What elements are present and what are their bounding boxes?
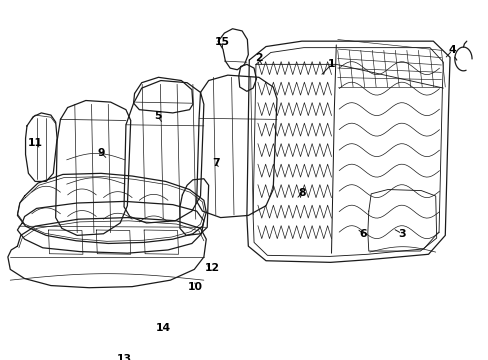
Text: 13: 13 — [116, 354, 131, 360]
Text: 3: 3 — [398, 229, 405, 239]
Text: 14: 14 — [155, 323, 170, 333]
Text: 15: 15 — [215, 37, 229, 47]
Text: 12: 12 — [204, 263, 219, 273]
Text: 4: 4 — [447, 45, 455, 55]
Text: 8: 8 — [298, 188, 305, 198]
Text: 2: 2 — [255, 53, 262, 63]
Text: 6: 6 — [359, 229, 366, 239]
Text: 1: 1 — [327, 59, 335, 69]
Text: 5: 5 — [153, 111, 161, 121]
Text: 10: 10 — [188, 282, 203, 292]
Text: 7: 7 — [212, 158, 219, 167]
Text: 9: 9 — [97, 148, 104, 158]
Text: 11: 11 — [27, 138, 42, 148]
